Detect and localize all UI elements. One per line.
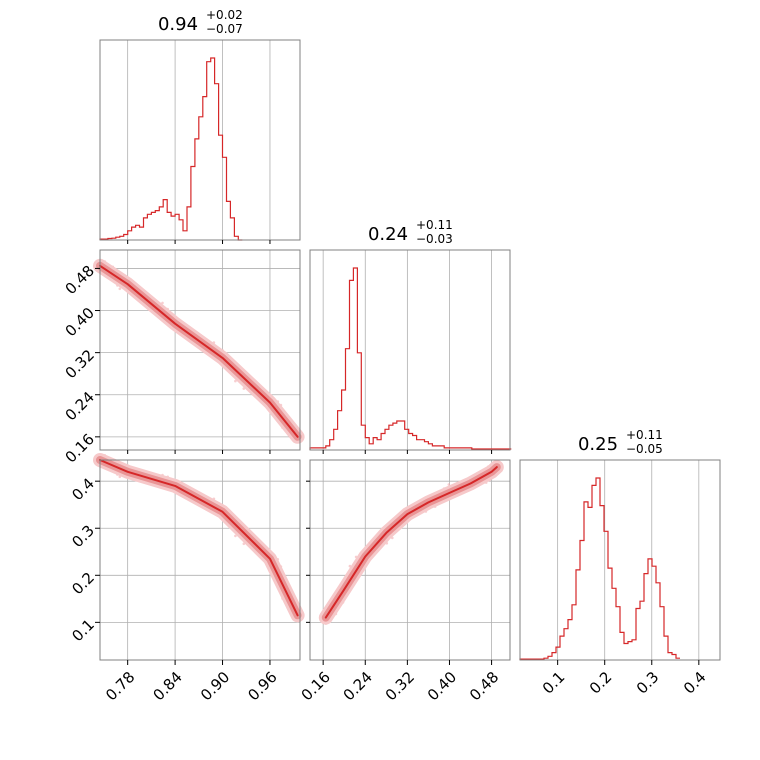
histogram-step-0 [99,57,243,241]
xtick-label-2-0: 0.1 [539,668,569,698]
histogram-step-1 [309,267,512,450]
panel-title-1: 0.24 +0.11−0.03 [368,218,453,246]
panel-frame [309,459,511,661]
xtick-label-1-4: 0.48 [466,668,502,704]
histogram-step-2 [519,477,680,660]
panel-title-0: 0.94 +0.02−0.07 [158,8,243,36]
ytick-label-1-4: 0.48 [62,262,98,298]
title-value: 0.24 [368,224,408,245]
panel-frame [519,459,721,661]
title-minus: −0.05 [626,442,663,456]
xtick-label-0-0: 0.78 [102,668,138,704]
density-band-inner [96,456,302,620]
density-contour [324,466,498,619]
title-plus: +0.11 [416,218,453,232]
panel-2-0: 0.1 0.2 0.3 0.4 0.78 0.84 0.90 0.96 [68,453,305,704]
xtick-label-1-3: 0.40 [424,668,460,704]
panel-frame [99,249,301,451]
panel-1-1 [309,249,512,454]
xtick-label-2-1: 0.2 [586,668,616,698]
xtick-label-1-0: 0.16 [298,668,334,704]
panel-frame [309,249,511,451]
xtick-label-0-1: 0.84 [149,668,185,704]
density-contour [99,459,299,617]
ytick-label-1-2: 0.32 [62,346,98,382]
xtick-label-2-2: 0.3 [633,668,663,698]
density-band-outer [93,453,305,623]
density-band-outer [318,460,504,625]
xtick-label-1-2: 0.32 [382,668,418,704]
panel-2-2: 0.1 0.2 0.3 0.4 [519,459,721,698]
panel-title-2: 0.25 +0.11−0.05 [578,428,663,456]
ytick-label-2-2: 0.3 [68,522,98,552]
xtick-label-0-3: 0.96 [244,668,280,704]
ytick-label-1-3: 0.40 [62,304,98,340]
ytick-label-1-1: 0.24 [62,388,98,424]
xtick-label-2-3: 0.4 [680,668,710,698]
density-band-outer [93,258,305,444]
scatter-point-40 [234,534,237,538]
ytick-label-1-0: 0.16 [62,430,98,466]
title-plus: +0.11 [626,428,663,442]
xtick-label-1-1: 0.24 [340,668,376,704]
panel-0-0 [99,39,301,244]
panel-1-0: 0.16 0.24 0.32 0.40 0.48 [62,249,305,466]
panel-frame [99,459,301,661]
ytick-label-2-0: 0.1 [68,616,98,646]
ytick-label-2-1: 0.2 [68,569,98,599]
title-value: 0.94 [158,14,198,35]
scatter-point-41 [447,483,451,486]
panel-frame [99,39,301,241]
panel-2-1: 0.16 0.24 0.32 0.40 0.48 [298,459,511,704]
ytick-label-2-3: 0.4 [68,474,98,504]
scatter-point-40 [234,379,237,383]
title-minus: −0.07 [206,22,243,36]
title-minus: −0.03 [416,232,453,246]
scatter-point-11 [118,287,122,291]
title-value: 0.25 [578,434,618,455]
density-contour [99,264,299,438]
xtick-label-0-2: 0.90 [197,668,233,704]
title-plus: +0.02 [206,8,243,22]
